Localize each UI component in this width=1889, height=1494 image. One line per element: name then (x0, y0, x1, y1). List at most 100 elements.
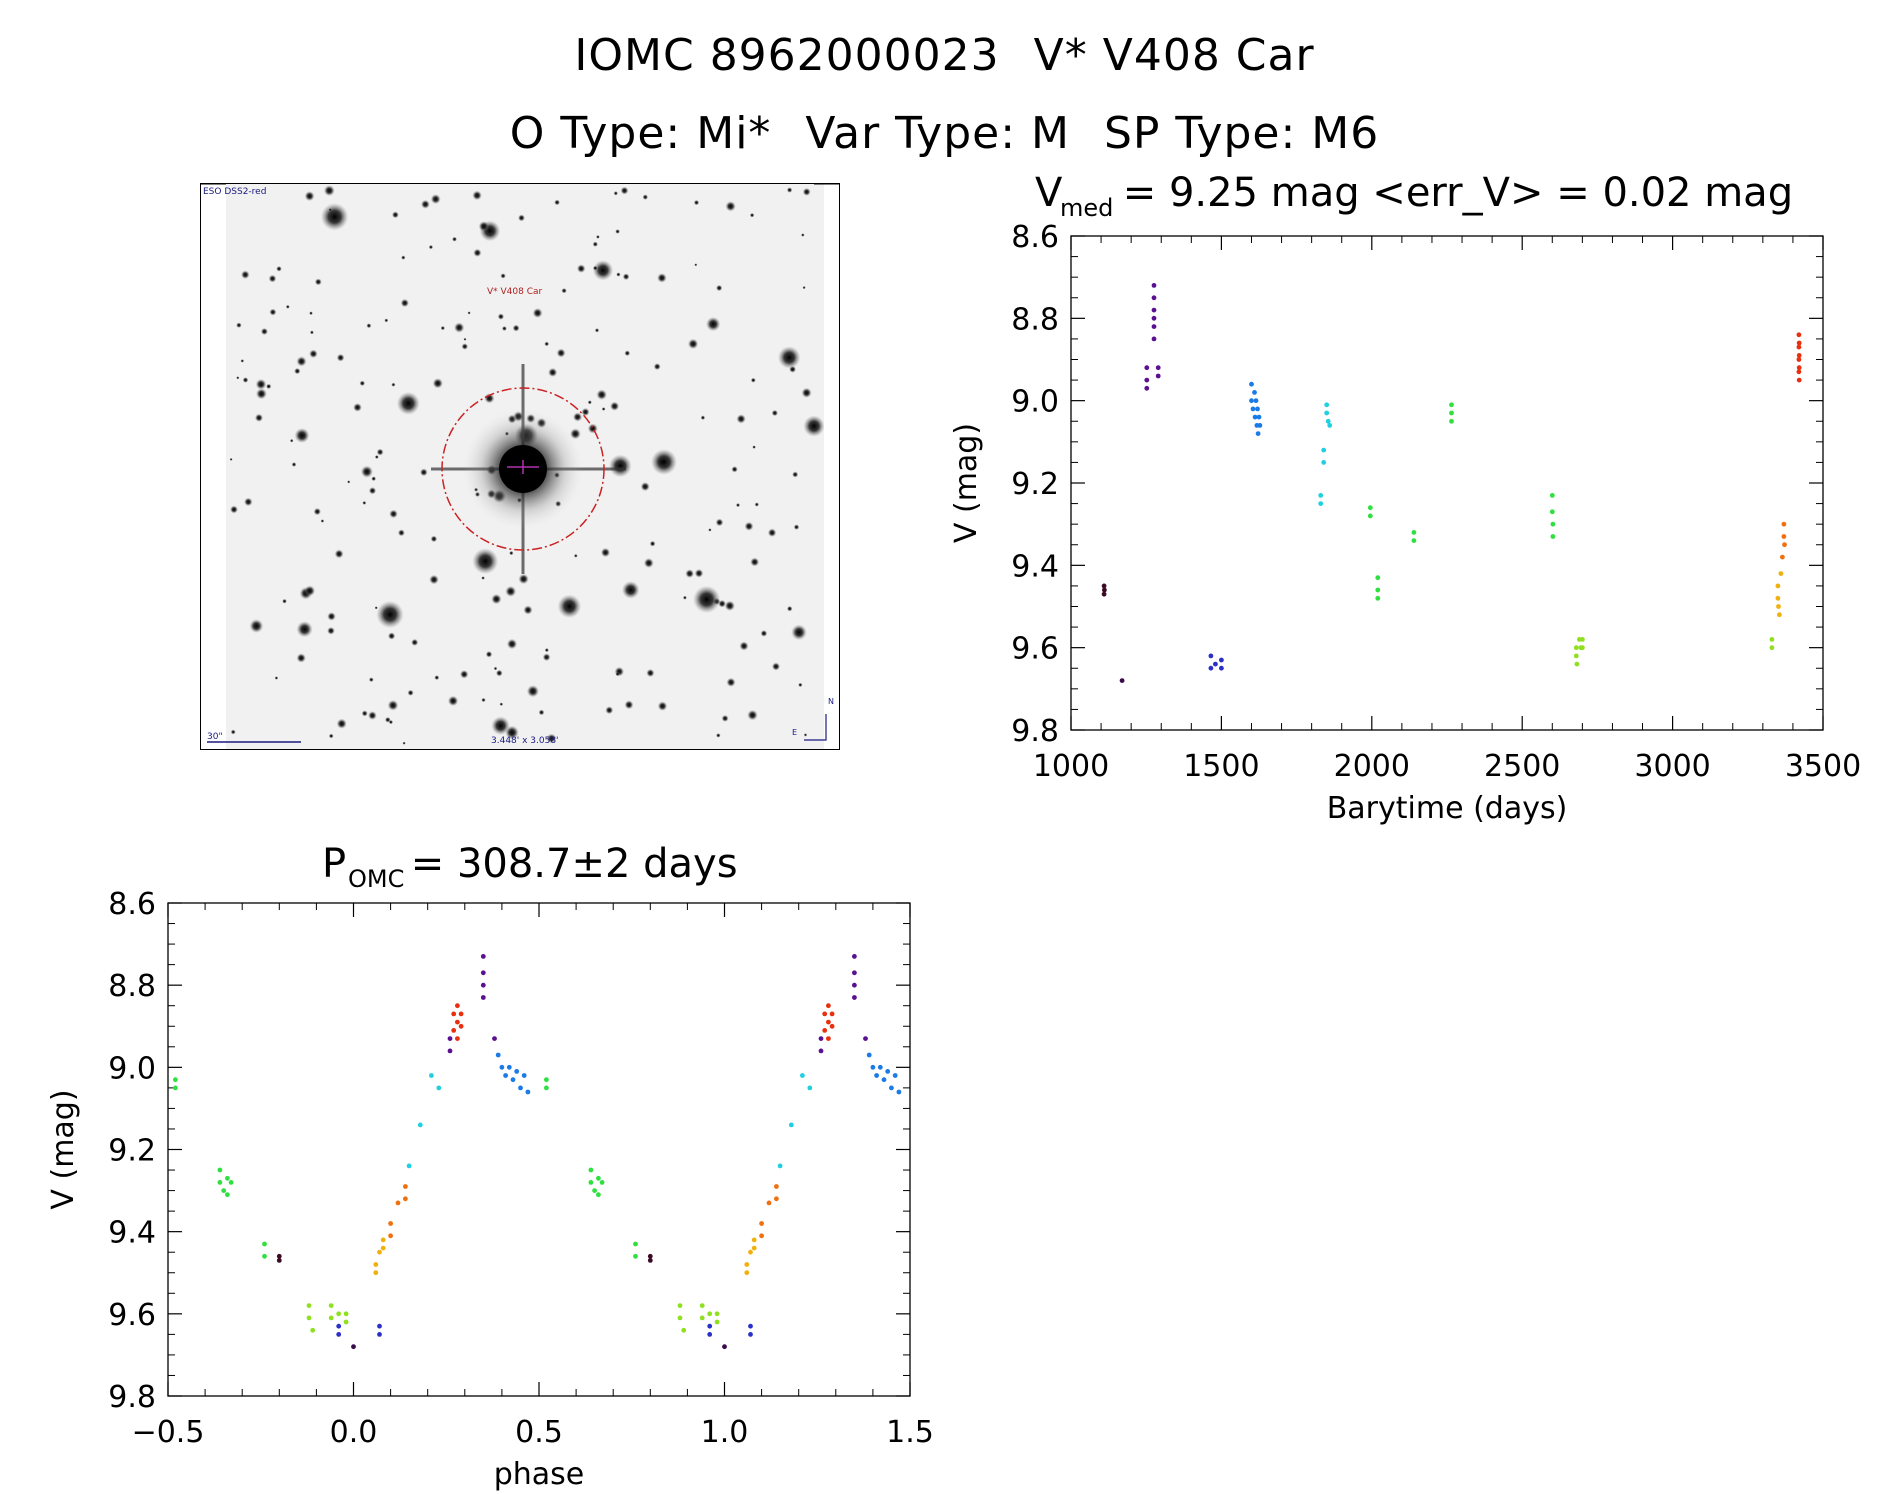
lc-data-point (1375, 595, 1381, 601)
field-star (544, 648, 549, 653)
field-star (716, 733, 721, 738)
ph-data-point (633, 1253, 638, 1259)
field-star (724, 600, 735, 611)
ph-data-point (544, 1085, 549, 1091)
ph-data-point (377, 1249, 382, 1255)
lc-data-point (1324, 402, 1330, 408)
field-star (596, 389, 607, 400)
field-star (802, 286, 806, 290)
lc-ytick-label: 9.6 (1011, 632, 1059, 667)
lc-data-point (1776, 604, 1781, 609)
ph-data-point (499, 1064, 505, 1070)
ph-data-point (822, 1011, 828, 1017)
ph-data-point (403, 1184, 408, 1189)
field-star (700, 415, 706, 420)
ph-data-point (777, 1163, 783, 1169)
field-star (653, 363, 661, 371)
ph-ytick-label: 9.6 (108, 1298, 156, 1333)
ph-data-point (870, 1064, 876, 1070)
field-star (289, 438, 294, 443)
field-star (434, 675, 440, 681)
field-star (313, 507, 321, 516)
field-star (509, 550, 514, 556)
lc-data-point (1256, 414, 1262, 420)
field-star (726, 677, 736, 687)
field-star (432, 378, 443, 389)
lc-data-point (1449, 402, 1454, 408)
field-star (472, 548, 499, 575)
ph-data-point (751, 1245, 757, 1251)
field-star (447, 695, 459, 707)
lc-data-point (1367, 513, 1373, 519)
ph-plot-frame (167, 902, 911, 1397)
field-star (254, 413, 264, 422)
field-star (777, 346, 801, 369)
ph-data-point (451, 1028, 457, 1033)
ph-data-point (373, 1262, 379, 1267)
field-star (731, 466, 738, 473)
field-star (548, 367, 558, 377)
field-star (610, 401, 620, 411)
field-star (526, 685, 539, 698)
field-star (622, 273, 630, 281)
lc-data-point (1550, 534, 1556, 539)
lc-data-point (1249, 381, 1254, 387)
lc-title-rest: = 9.25 mag <err_V> = 0.02 mag (1110, 170, 1793, 216)
field-star (682, 595, 687, 600)
field-star (803, 733, 808, 737)
spectral-type: SP Type: M6 (1103, 108, 1380, 159)
ph-data-point (458, 1023, 464, 1029)
east-label: E (792, 728, 797, 737)
lc-data-point (1252, 390, 1257, 395)
ph-data-point (759, 1221, 764, 1226)
field-star (472, 190, 482, 201)
field-star (649, 540, 656, 547)
field-star (294, 367, 301, 375)
field-star (685, 569, 695, 578)
ph-data-point (377, 1332, 382, 1337)
ph-data-point (818, 1048, 824, 1054)
lc-plot-frame (1070, 235, 1824, 731)
lc-title-main: V (1035, 170, 1063, 216)
field-star (721, 714, 729, 722)
ph-data-point (647, 1253, 653, 1259)
field-star (791, 624, 807, 641)
ph-data-point (276, 1258, 282, 1263)
omc-id: IOMC 8962000023 (574, 30, 1000, 81)
field-star (371, 476, 377, 482)
ph-data-point (173, 1085, 178, 1091)
ph-xtick-label: −0.5 (132, 1415, 205, 1450)
field-star (320, 203, 349, 231)
field-star (296, 653, 306, 663)
field-star (304, 585, 316, 597)
ph-data-point (336, 1332, 342, 1337)
lc-data-point (1119, 678, 1125, 683)
field-star (786, 605, 793, 612)
ph-data-point (852, 954, 857, 959)
field-star (230, 729, 236, 735)
field-star (314, 278, 322, 286)
ph-data-point (480, 954, 486, 959)
ph-data-point (388, 1221, 393, 1226)
lc-data-point (1781, 521, 1787, 527)
ph-data-point (447, 1036, 453, 1041)
ph-data-point (766, 1200, 772, 1206)
field-star (467, 311, 471, 315)
survey-label: ESO DSS2-red (203, 187, 266, 197)
field-star (294, 428, 310, 443)
field-star (518, 214, 525, 222)
field-star (750, 377, 756, 383)
field-star (485, 651, 493, 658)
ph-data-point (510, 1077, 516, 1083)
lc-data-point (1219, 657, 1224, 663)
lc-data-point (1324, 410, 1330, 416)
ph-data-point (759, 1233, 764, 1239)
ph-data-point (328, 1303, 334, 1308)
field-star (420, 199, 430, 209)
ph-title-main: P (322, 841, 346, 887)
field-star (376, 600, 404, 629)
field-star (749, 212, 755, 218)
lc-data-point (1219, 665, 1224, 671)
field-star (605, 706, 614, 715)
field-star (752, 445, 756, 449)
